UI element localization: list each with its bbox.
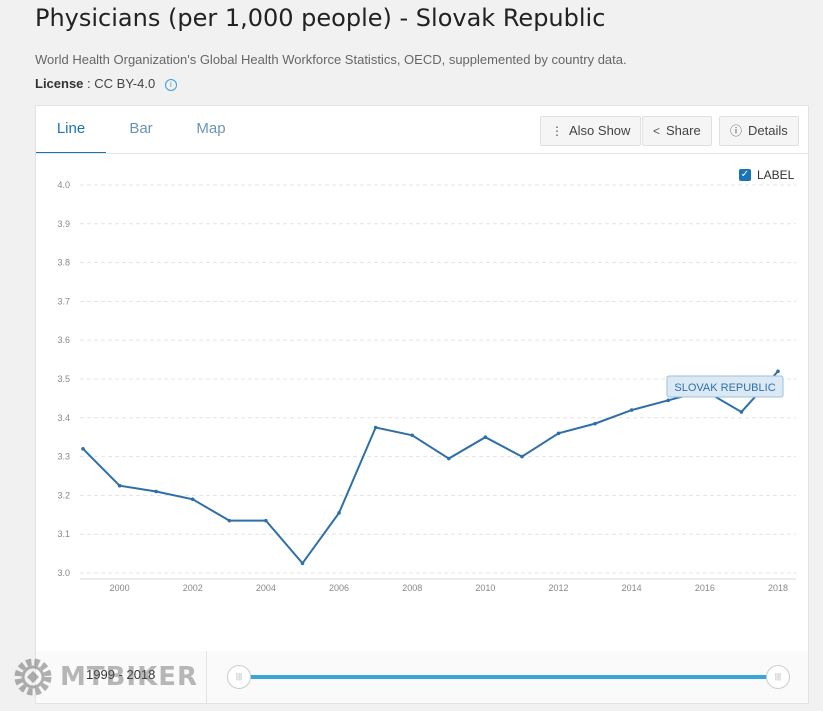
y-tick-label: 3.7: [57, 296, 70, 306]
chart-type-tabs: Line Bar Map: [36, 106, 246, 154]
data-point[interactable]: [446, 456, 451, 461]
range-track[interactable]: [241, 675, 788, 679]
label-toggle[interactable]: ✓ LABEL: [739, 168, 794, 182]
data-point[interactable]: [227, 518, 232, 523]
x-tick-label: 2010: [475, 583, 495, 593]
license-row: License : CC BY-4.0 i: [35, 76, 177, 91]
y-tick-label: 3.5: [57, 374, 70, 384]
data-point[interactable]: [629, 408, 634, 412]
tab-bar[interactable]: Bar: [129, 120, 153, 137]
data-point[interactable]: [739, 410, 744, 414]
y-tick-label: 3.9: [57, 219, 70, 229]
data-point[interactable]: [593, 421, 597, 426]
data-point[interactable]: [556, 431, 561, 436]
x-tick-label: 2016: [695, 583, 715, 593]
data-point[interactable]: [666, 398, 671, 403]
data-point[interactable]: [520, 454, 524, 459]
range-end-handle[interactable]: |||: [766, 665, 790, 689]
share-button[interactable]: < Share: [642, 116, 712, 146]
y-tick-label: 3.8: [57, 258, 70, 268]
label-toggle-text: LABEL: [757, 168, 795, 182]
data-point[interactable]: [190, 497, 195, 502]
y-tick-label: 3.4: [57, 413, 70, 423]
x-tick-label: 2014: [622, 583, 642, 593]
also-show-button[interactable]: ⋮ Also Show: [540, 116, 642, 146]
y-tick-label: 3.0: [57, 568, 70, 578]
also-show-label: Also Show: [569, 123, 631, 138]
data-point[interactable]: [300, 561, 305, 566]
share-icon: <: [653, 124, 661, 138]
x-tick-label: 2006: [329, 583, 349, 593]
info-circle-icon: ⓘ: [730, 124, 743, 138]
data-point[interactable]: [117, 483, 122, 488]
license-label: License: [35, 76, 84, 91]
more-vertical-icon: ⋮: [551, 124, 563, 138]
line-chart: 3.0 3.1 3.2 3.3 3.4 3.5 3.6 3.7 3.8 3.9 4.0 2000 20…: [57, 180, 796, 593]
x-tick-label: 2000: [110, 583, 130, 593]
data-point[interactable]: [410, 433, 415, 438]
data-point[interactable]: [264, 518, 268, 523]
y-tick-label: 3.3: [57, 452, 70, 462]
x-tick-label: 2008: [402, 583, 422, 593]
x-tick-label: 2018: [768, 583, 788, 593]
data-point[interactable]: [483, 435, 488, 440]
y-tick-label: 4.0: [57, 180, 70, 190]
time-range-bar: 1999 - 2018 ||| |||: [35, 651, 809, 704]
x-tick-label: 2002: [183, 583, 203, 593]
x-tick-label: 2012: [549, 583, 569, 593]
data-source: World Health Organization's Global Healt…: [35, 52, 627, 67]
watermark: MTBIKER: [12, 656, 198, 698]
data-point[interactable]: [81, 447, 85, 451]
data-point[interactable]: [776, 369, 780, 374]
license-value[interactable]: : CC BY-4.0: [87, 76, 156, 91]
x-tick-label: 2004: [256, 583, 276, 593]
range-start-handle[interactable]: |||: [227, 665, 251, 689]
series-line[interactable]: [82, 370, 779, 565]
tab-map[interactable]: Map: [196, 120, 226, 137]
details-label: Details: [748, 123, 788, 138]
data-point[interactable]: [337, 511, 341, 515]
series-label-text: SLOVAK REPUBLIC: [674, 382, 775, 394]
range-separator: [206, 651, 207, 703]
tab-line[interactable]: Line: [36, 106, 106, 154]
y-tick-label: 3.1: [57, 529, 70, 539]
watermark-text: MTBIKER: [60, 662, 199, 692]
details-button[interactable]: ⓘ Details: [719, 116, 799, 146]
y-tick-label: 3.2: [57, 490, 70, 500]
gear-logo-icon: [14, 658, 52, 696]
page-title: Physicians (per 1,000 people) - Slovak R…: [35, 4, 606, 32]
info-icon[interactable]: i: [164, 78, 177, 91]
share-label: Share: [666, 123, 701, 138]
series-label-tag[interactable]: SLOVAK REPUBLIC: [666, 375, 784, 398]
tab-divider: [36, 153, 808, 154]
chart-card: Line Bar Map ⋮ Also Show < Share ⓘ Details …: [35, 105, 809, 652]
checkbox-icon[interactable]: ✓: [739, 169, 751, 181]
range-label: 1999 - 2018: [86, 667, 156, 682]
data-point[interactable]: [373, 425, 378, 430]
data-point[interactable]: [154, 489, 158, 494]
y-tick-label: 3.6: [57, 335, 70, 345]
